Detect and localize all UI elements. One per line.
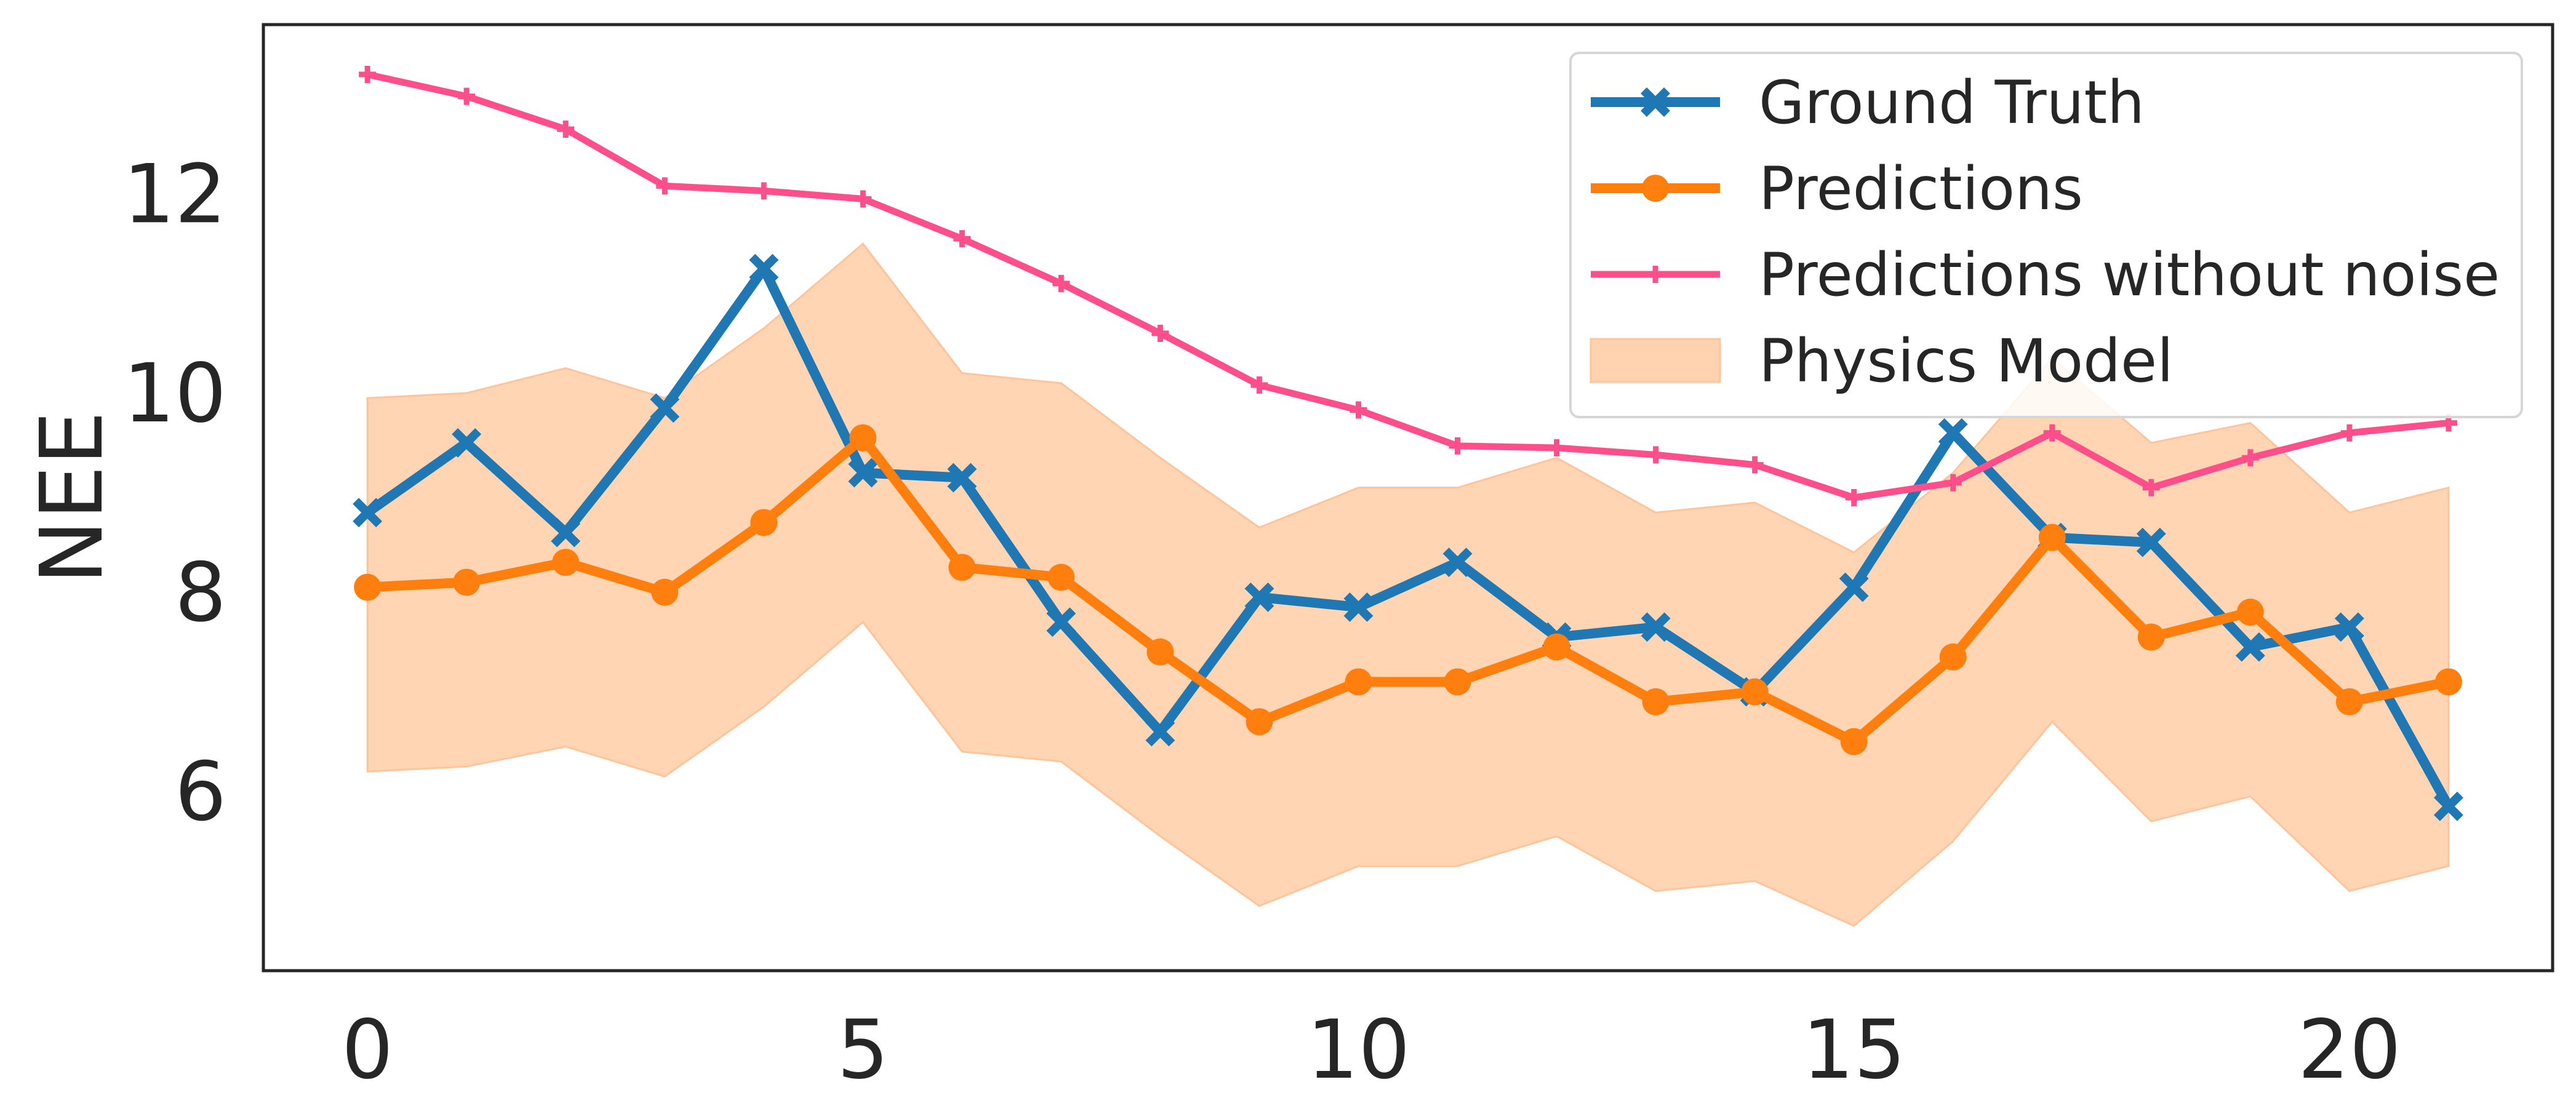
series-line-1 bbox=[367, 432, 2450, 747]
data-point-1-2 bbox=[552, 549, 580, 576]
data-point-0-0 bbox=[353, 498, 383, 528]
legend-marker bbox=[1647, 266, 1664, 283]
data-point-2-4 bbox=[755, 182, 773, 200]
series-line-2 bbox=[366, 71, 2449, 501]
data-point-1-1 bbox=[453, 568, 481, 596]
data-point-2-16 bbox=[1944, 474, 1962, 491]
data-point-2-17 bbox=[2043, 424, 2061, 442]
legend-marker bbox=[1641, 87, 1670, 117]
y-tick-labels: 6 8 10 12 bbox=[123, 147, 226, 839]
data-point-0-10 bbox=[1343, 592, 1374, 623]
data-point-1-7 bbox=[1047, 563, 1075, 591]
data-point-1-13 bbox=[1642, 688, 1670, 715]
data-point-2-7 bbox=[1052, 274, 1070, 292]
data-point-1-12 bbox=[1543, 633, 1570, 661]
data-point-1-11 bbox=[1444, 668, 1471, 696]
data-point-1-20 bbox=[2335, 688, 2363, 715]
data-point-2-1 bbox=[458, 87, 476, 105]
data-point-2-14 bbox=[1746, 456, 1764, 474]
x-tick-label: 10 bbox=[1306, 1003, 1410, 1097]
data-point-0-11 bbox=[1442, 547, 1473, 578]
data-point-0-9 bbox=[1244, 582, 1274, 612]
data-point-0-7 bbox=[1046, 607, 1076, 637]
data-point-1-8 bbox=[1146, 638, 1174, 666]
legend-entry: Ground Truth bbox=[1591, 68, 2145, 137]
data-point-0-16 bbox=[1938, 418, 1968, 448]
data-point-2-10 bbox=[1350, 401, 1367, 419]
x-tick-label: 15 bbox=[1802, 1003, 1906, 1097]
legend: Ground Truth Predictions Predictions witho… bbox=[1569, 52, 2523, 418]
data-point-2-15 bbox=[1845, 489, 1863, 506]
x-tick-label: 0 bbox=[342, 1003, 393, 1097]
data-point-2-12 bbox=[1548, 439, 1566, 457]
data-point-1-6 bbox=[948, 554, 976, 581]
legend-marker bbox=[1642, 175, 1669, 202]
series-line-0 bbox=[364, 263, 2453, 809]
series-layer bbox=[353, 65, 2463, 821]
data-point-2-6 bbox=[953, 230, 971, 248]
x-tick-label: 5 bbox=[837, 1003, 889, 1097]
data-point-0-2 bbox=[551, 517, 581, 547]
data-point-2-2 bbox=[557, 120, 575, 138]
data-point-2-20 bbox=[2340, 424, 2358, 442]
x-tick-label: 20 bbox=[2298, 1003, 2401, 1097]
data-point-1-3 bbox=[651, 578, 679, 606]
y-tick-label: 6 bbox=[175, 745, 226, 840]
legend-entry: Physics Model bbox=[1590, 327, 2174, 396]
series-1 bbox=[354, 424, 2462, 755]
data-point-1-9 bbox=[1246, 708, 1273, 736]
legend-label: Predictions bbox=[1759, 154, 2083, 223]
data-point-2-18 bbox=[2142, 479, 2160, 496]
legend-label: Physics Model bbox=[1759, 327, 2174, 396]
data-point-0-1 bbox=[452, 428, 482, 458]
data-point-0-18 bbox=[2136, 527, 2166, 557]
legend-label: Ground Truth bbox=[1759, 68, 2145, 137]
data-point-1-5 bbox=[849, 424, 877, 452]
data-point-0-20 bbox=[2334, 612, 2364, 642]
data-point-1-4 bbox=[750, 509, 778, 536]
x-tick-labels: 0 5 10 15 20 bbox=[342, 1003, 2401, 1097]
data-point-2-13 bbox=[1647, 446, 1665, 464]
data-point-0-21 bbox=[2433, 791, 2463, 821]
data-point-0-4 bbox=[749, 253, 779, 284]
data-point-2-9 bbox=[1250, 376, 1268, 394]
legend-entry: Predictions bbox=[1591, 154, 2083, 223]
data-point-0-19 bbox=[2235, 632, 2265, 662]
data-point-2-0 bbox=[359, 65, 377, 83]
data-point-1-16 bbox=[1939, 643, 1967, 671]
data-point-1-10 bbox=[1345, 668, 1372, 696]
y-tick-label: 10 bbox=[123, 346, 226, 441]
data-point-1-18 bbox=[2137, 623, 2165, 651]
series-2 bbox=[359, 65, 2457, 506]
data-point-2-5 bbox=[854, 190, 872, 208]
data-point-1-14 bbox=[1741, 678, 1769, 706]
data-point-0-13 bbox=[1641, 612, 1671, 642]
legend-swatch bbox=[1590, 338, 1721, 383]
data-point-0-6 bbox=[947, 463, 977, 493]
data-point-2-8 bbox=[1151, 324, 1169, 342]
data-point-1-19 bbox=[2236, 599, 2264, 626]
y-tick-label: 12 bbox=[123, 147, 226, 242]
legend-label: Predictions without noise bbox=[1759, 241, 2500, 309]
data-point-1-0 bbox=[354, 573, 382, 601]
y-axis-label: NEE bbox=[22, 411, 122, 584]
data-point-2-3 bbox=[656, 177, 674, 195]
y-tick-label: 8 bbox=[175, 546, 226, 640]
plot-frame bbox=[262, 23, 2554, 973]
data-point-0-8 bbox=[1145, 717, 1175, 747]
legend-box bbox=[1569, 52, 2523, 418]
data-point-1-15 bbox=[1840, 728, 1868, 755]
data-point-0-5 bbox=[848, 458, 878, 488]
data-point-0-15 bbox=[1839, 572, 1869, 602]
data-point-0-3 bbox=[650, 393, 680, 423]
data-point-1-21 bbox=[2434, 668, 2462, 696]
legend-entry: Predictions without noise bbox=[1591, 241, 2500, 309]
data-point-2-11 bbox=[1449, 437, 1466, 455]
data-point-2-19 bbox=[2241, 449, 2259, 467]
data-point-1-17 bbox=[2038, 523, 2066, 551]
